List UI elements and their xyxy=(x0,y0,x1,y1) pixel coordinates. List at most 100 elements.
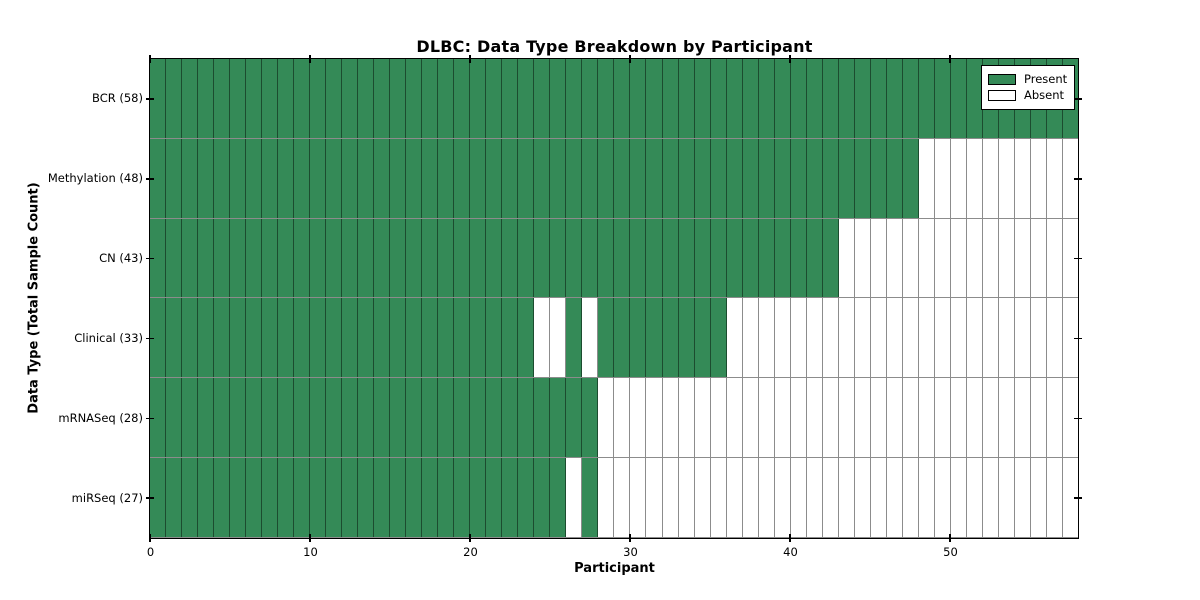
heatmap-cell xyxy=(982,378,999,458)
heatmap-cell xyxy=(534,458,551,537)
heatmap-cell xyxy=(374,378,391,458)
heatmap-cell xyxy=(198,298,215,378)
heatmap-row-mRNASeq xyxy=(150,378,1078,459)
heatmap-cell xyxy=(406,59,423,138)
heatmap-cell xyxy=(198,138,215,218)
heatmap-cell xyxy=(470,218,487,298)
heatmap-cell xyxy=(838,218,855,298)
heatmap-cell xyxy=(806,138,823,218)
heatmap-cell xyxy=(550,138,567,218)
heatmap-cell xyxy=(598,59,615,138)
heatmap-cell xyxy=(662,378,679,458)
heatmap-cell xyxy=(630,458,647,537)
heatmap-cell xyxy=(710,378,727,458)
heatmap-cell xyxy=(294,298,311,378)
heatmap-cell xyxy=(390,458,407,537)
x-tick xyxy=(469,534,471,542)
heatmap-cell xyxy=(518,378,535,458)
heatmap-cell xyxy=(870,298,887,378)
heatmap-cell xyxy=(774,298,791,378)
heatmap-cell xyxy=(950,298,967,378)
heatmap-cell xyxy=(934,59,951,138)
heatmap-cell xyxy=(550,458,567,537)
heatmap-cell xyxy=(518,59,535,138)
heatmap-cell xyxy=(918,59,935,138)
heatmap-cell xyxy=(438,458,455,537)
heatmap-cell xyxy=(374,458,391,537)
heatmap-cell xyxy=(246,218,263,298)
heatmap-cell xyxy=(966,378,983,458)
heatmap-cell xyxy=(550,59,567,138)
heatmap-cell xyxy=(1062,218,1078,298)
heatmap-cell xyxy=(230,298,247,378)
heatmap-cell xyxy=(150,378,167,458)
heatmap-cell xyxy=(614,378,631,458)
heatmap-cell xyxy=(518,458,535,537)
row-label-Methylation: Methylation (48) xyxy=(47,171,143,186)
heatmap-cell xyxy=(966,218,983,298)
heatmap-cell xyxy=(886,59,903,138)
heatmap-cell xyxy=(902,378,919,458)
heatmap-cell xyxy=(262,378,279,458)
heatmap-cell xyxy=(838,138,855,218)
heatmap-cell xyxy=(758,378,775,458)
heatmap-cell xyxy=(470,59,487,138)
x-tick xyxy=(949,534,951,542)
heatmap-cell xyxy=(694,378,711,458)
heatmap-cell xyxy=(614,298,631,378)
heatmap-cell xyxy=(454,59,471,138)
heatmap-cell xyxy=(534,138,551,218)
heatmap-cell xyxy=(646,378,663,458)
heatmap-cell xyxy=(422,378,439,458)
heatmap-cell xyxy=(470,378,487,458)
x-tick xyxy=(629,55,631,63)
heatmap-cell xyxy=(214,458,231,537)
heatmap-cell xyxy=(518,138,535,218)
heatmap-cell xyxy=(150,138,167,218)
heatmap-cell xyxy=(310,218,327,298)
heatmap-cell xyxy=(390,59,407,138)
row-label-miRSeq: miRSeq (27) xyxy=(71,490,143,505)
heatmap-cell xyxy=(646,458,663,537)
heatmap-cell xyxy=(774,458,791,537)
heatmap-cell xyxy=(694,298,711,378)
heatmap-cell xyxy=(198,378,215,458)
heatmap-cell xyxy=(742,138,759,218)
heatmap-cell xyxy=(438,138,455,218)
heatmap-cell xyxy=(166,298,183,378)
heatmap-cell xyxy=(294,59,311,138)
heatmap-cell xyxy=(454,378,471,458)
heatmap-cell xyxy=(726,378,743,458)
heatmap-cell xyxy=(982,218,999,298)
absent-swatch-icon xyxy=(988,90,1016,101)
heatmap-cell xyxy=(310,59,327,138)
heatmap-cell xyxy=(694,458,711,537)
heatmap-cell xyxy=(614,458,631,537)
heatmap-cell xyxy=(406,378,423,458)
heatmap-cell xyxy=(630,218,647,298)
heatmap-cell xyxy=(790,458,807,537)
heatmap-cell xyxy=(806,378,823,458)
heatmap-row-miRSeq xyxy=(150,458,1078,538)
heatmap-cell xyxy=(438,218,455,298)
y-tick xyxy=(146,257,154,260)
heatmap-cell xyxy=(630,138,647,218)
heatmap-cell xyxy=(598,138,615,218)
heatmap-cell xyxy=(230,138,247,218)
heatmap-cell xyxy=(214,138,231,218)
heatmap-cell xyxy=(678,138,695,218)
heatmap-cell xyxy=(662,298,679,378)
heatmap-cell xyxy=(358,298,375,378)
heatmap-cell xyxy=(886,458,903,537)
heatmap-cell xyxy=(150,59,167,138)
heatmap-cell xyxy=(246,298,263,378)
heatmap-cell xyxy=(998,218,1015,298)
heatmap-cell xyxy=(182,59,199,138)
heatmap-cell xyxy=(742,298,759,378)
row-label-CN: CN (43) xyxy=(99,251,143,266)
y-tick xyxy=(1074,178,1082,180)
heatmap-cell xyxy=(822,138,839,218)
heatmap-cell xyxy=(678,59,695,138)
x-tick-label: 40 xyxy=(783,545,798,559)
heatmap-cell xyxy=(854,59,871,138)
